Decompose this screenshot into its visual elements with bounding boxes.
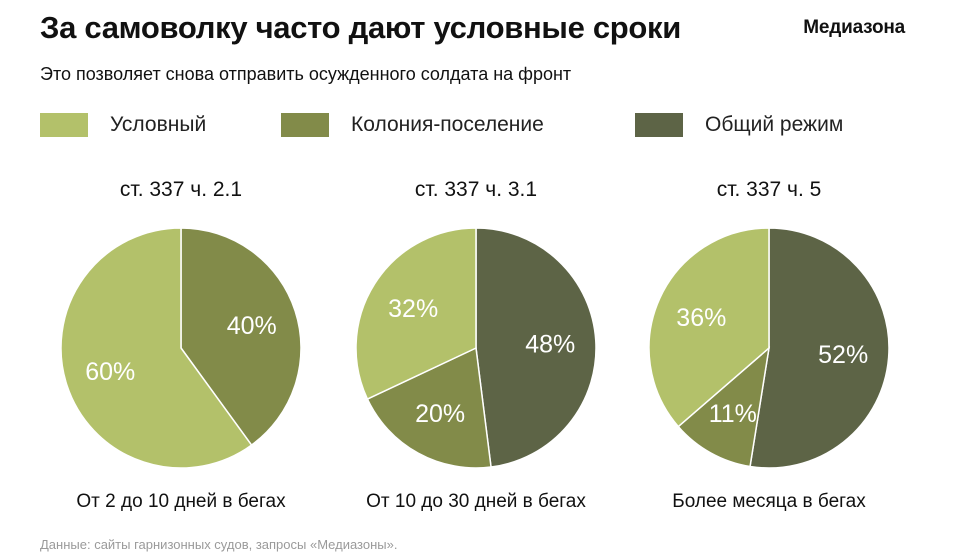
legend: Условный Колония-поселение Общий режим — [0, 113, 953, 143]
brand-logo: Медиазона — [803, 17, 905, 38]
slice-label: 60% — [85, 358, 135, 386]
legend-label: Общий режим — [705, 113, 844, 136]
pie-slice — [60, 227, 253, 469]
slice-label: 48% — [525, 330, 575, 358]
legend-label: Условный — [110, 113, 207, 136]
pie-slice — [475, 227, 597, 468]
pie-chart-3: ст. 337 ч. 5 52% 11% 36% Более месяца в бе… — [619, 178, 919, 528]
pie-slice — [677, 346, 771, 468]
pie-slice — [749, 227, 890, 469]
slice-label: 11% — [709, 400, 757, 428]
chart-subtitle: Это позволяет снова отправить осужденног… — [40, 64, 572, 84]
pie-title: ст. 337 ч. 2.1 — [119, 178, 243, 201]
pie-caption: От 10 до 30 дней в бегах — [366, 491, 586, 512]
legend-item-conditional: Условный — [40, 113, 206, 137]
legend-swatch — [281, 113, 329, 137]
slice-label: 36% — [676, 304, 726, 332]
slice-label: 52% — [818, 341, 868, 369]
pie-title: ст. 337 ч. 5 — [716, 178, 822, 201]
source-note: Данные: сайты гарнизонных судов, запросы… — [40, 537, 398, 552]
legend-swatch — [635, 113, 683, 137]
pie-svg: 52% 11% 36% — [648, 227, 890, 469]
pie-chart-2: ст. 337 ч. 3.1 48% 20% 32% От 10 до 30 дне… — [326, 178, 626, 528]
pie-chart-1: ст. 337 ч. 2.1 40% 60% От 2 до 10 дней в … — [31, 178, 331, 528]
pie-caption: Более месяца в бегах — [672, 491, 866, 512]
pie-slice — [355, 227, 477, 401]
pie-title: ст. 337 ч. 3.1 — [414, 178, 538, 201]
legend-item-settlement-colony: Колония-поселение — [281, 113, 544, 137]
pie-slice — [366, 346, 492, 469]
pie-svg: 40% 60% — [60, 227, 302, 469]
pie-svg: 48% 20% 32% — [355, 227, 597, 469]
pie-slice — [648, 227, 770, 428]
slice-label: 40% — [227, 312, 277, 340]
legend-item-general-regime: Общий режим — [635, 113, 843, 137]
slice-label: 20% — [415, 400, 465, 428]
legend-swatch — [40, 113, 88, 137]
chart-title: За самоволку часто дают условные сроки — [40, 10, 682, 45]
pie-slice — [180, 227, 302, 447]
legend-label: Колония-поселение — [351, 113, 544, 136]
slice-label: 32% — [388, 295, 438, 323]
pie-caption: От 2 до 10 дней в бегах — [76, 491, 286, 512]
